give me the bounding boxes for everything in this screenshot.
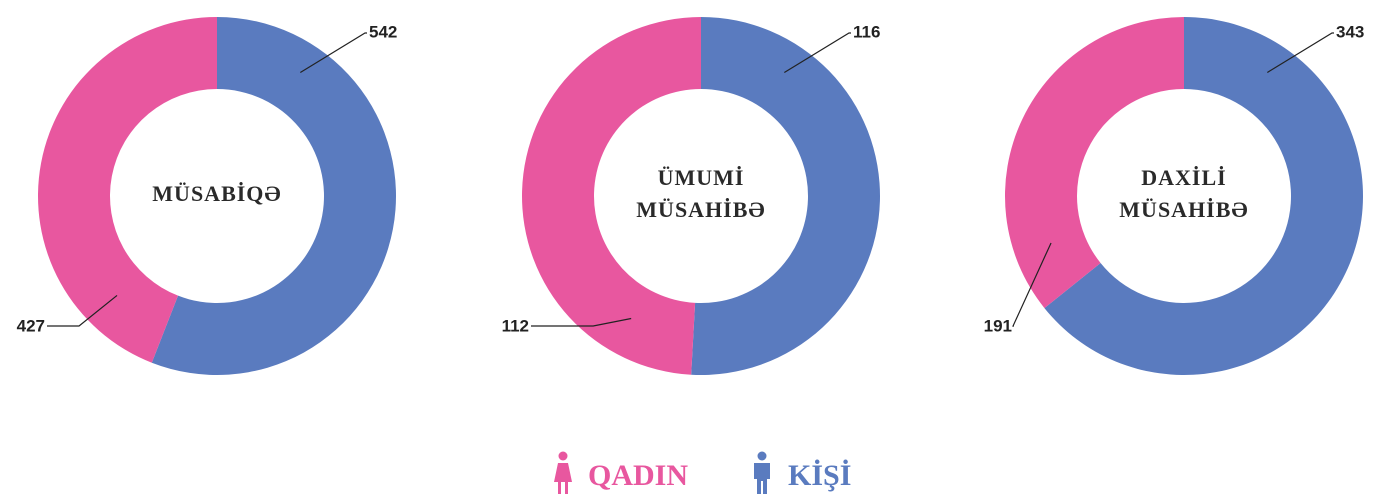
icon-body: [554, 463, 572, 494]
donut-segment: [151, 17, 397, 375]
leader-line: [531, 317, 632, 327]
legend-label: QADIN: [588, 459, 688, 492]
icon-head: [757, 451, 767, 461]
center-label: MÜSAHİBƏ: [636, 197, 765, 222]
legend-label: KİŞİ: [788, 459, 851, 492]
value-label: 343: [1336, 22, 1364, 41]
value-label: 112: [502, 316, 529, 335]
value-label: 116: [853, 22, 880, 41]
leader-line: [1267, 32, 1334, 73]
value-label: 542: [369, 22, 397, 41]
center-label: MÜSABİQƏ: [152, 181, 281, 206]
leader-line: [1012, 242, 1052, 327]
legend-icon: [554, 451, 572, 494]
icon-head: [558, 451, 568, 461]
icon-body: [754, 463, 770, 494]
leader-line: [300, 32, 367, 73]
donut-segment: [1044, 17, 1363, 375]
donut-segment: [1004, 17, 1184, 309]
center-label: DAXİLİ: [1141, 165, 1226, 190]
value-label: 191: [984, 316, 1012, 335]
center-label: ÜMUMİ: [658, 165, 745, 190]
donut-segment: [522, 17, 701, 375]
donut-segment: [38, 16, 218, 363]
center-label: MÜSAHİBƏ: [1119, 197, 1248, 222]
leader-line: [47, 294, 118, 327]
donut-segment: [691, 16, 881, 375]
value-label: 427: [17, 316, 45, 335]
legend-icon: [754, 451, 770, 494]
leader-line: [784, 32, 851, 73]
